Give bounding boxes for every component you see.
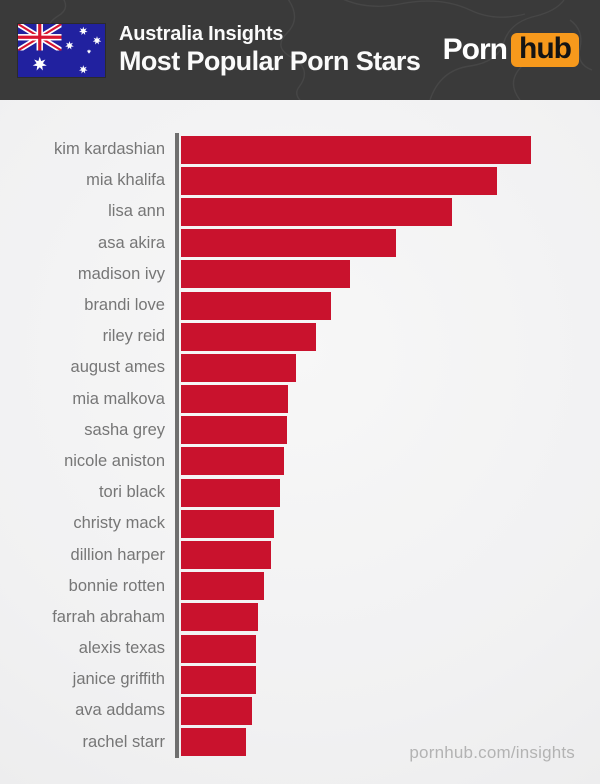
bar-label: ava addams: [75, 701, 165, 720]
chart-row: august ames: [0, 352, 600, 383]
bar-label: tori black: [98, 483, 165, 502]
bar-label: brandi love: [84, 296, 165, 315]
bar: [181, 509, 275, 538]
chart-row: bonnie rotten: [0, 571, 600, 602]
bar-label: lisa ann: [108, 202, 165, 221]
chart-row: rachel starr: [0, 727, 600, 758]
bar-area: [175, 353, 600, 382]
bar-area: [175, 447, 600, 476]
bar-area: [175, 291, 600, 320]
bar-area: [175, 197, 600, 226]
bar: [181, 353, 297, 382]
bar-label: kim kardashian: [54, 140, 165, 159]
chart-row: dillion harper: [0, 539, 600, 570]
bar-chart: kim kardashian mia khalifa lisa ann asa …: [0, 100, 600, 784]
bar-label: rachel starr: [82, 732, 165, 751]
bar-label: asa akira: [98, 233, 165, 252]
bar: [181, 260, 350, 289]
chart-rows: kim kardashian mia khalifa lisa ann asa …: [0, 134, 600, 758]
bar-area: [175, 509, 600, 538]
bar-label: bonnie rotten: [68, 576, 165, 595]
bar-area: [175, 696, 600, 725]
australia-flag-icon: [18, 23, 105, 77]
logo-text-porn: Porn: [442, 33, 508, 66]
bar-label: mia malkova: [72, 389, 165, 408]
bar: [181, 135, 531, 164]
bar-area: [175, 385, 600, 414]
bar-area: [175, 634, 600, 663]
bar-area: [175, 478, 600, 507]
chart-row: farrah abraham: [0, 602, 600, 633]
bar-area: [175, 322, 600, 351]
chart-row: kim kardashian: [0, 134, 600, 165]
bar: [181, 166, 498, 195]
bar: [181, 665, 256, 694]
bar: [181, 603, 258, 632]
bar-area: [175, 416, 600, 445]
chart-row: mia khalifa: [0, 165, 600, 196]
bar: [181, 322, 317, 351]
bar: [181, 291, 332, 320]
bar-label: mia khalifa: [86, 171, 165, 190]
bar: [181, 696, 252, 725]
chart-row: lisa ann: [0, 196, 600, 227]
bar: [181, 385, 289, 414]
bar-area: [175, 229, 600, 258]
header-titles: Australia Insights Most Popular Porn Sta…: [119, 22, 421, 77]
bar-area: [175, 166, 600, 195]
bar-area: [175, 665, 600, 694]
bar-area: [175, 572, 600, 601]
page-title: Most Popular Porn Stars: [119, 45, 421, 76]
bar-label: madison ivy: [77, 264, 165, 283]
chart-row: janice griffith: [0, 664, 600, 695]
bar: [181, 478, 280, 507]
bar-label: janice griffith: [72, 670, 165, 689]
watermark-url: pornhub.com/insights: [409, 743, 575, 762]
pornhub-logo: Porn hub: [443, 33, 579, 67]
bar: [181, 728, 247, 757]
bar-area: [175, 541, 600, 570]
logo-text-hub: hub: [511, 33, 579, 67]
bar-label: farrah abraham: [52, 607, 165, 626]
bar-area: [175, 260, 600, 289]
bar-label: riley reid: [102, 327, 165, 346]
chart-row: sasha grey: [0, 415, 600, 446]
bar-label: christy mack: [73, 514, 165, 533]
chart-row: ava addams: [0, 695, 600, 726]
bar-label: nicole aniston: [64, 451, 165, 470]
chart-row: brandi love: [0, 290, 600, 321]
bar-area: [175, 603, 600, 632]
bar-label: dillion harper: [70, 545, 165, 564]
chart-row: nicole aniston: [0, 446, 600, 477]
chart-row: christy mack: [0, 508, 600, 539]
chart-row: riley reid: [0, 321, 600, 352]
chart-row: tori black: [0, 477, 600, 508]
chart-row: alexis texas: [0, 633, 600, 664]
y-axis-line: [175, 133, 179, 758]
chart-row: mia malkova: [0, 384, 600, 415]
bar: [181, 541, 271, 570]
bar-label: alexis texas: [78, 639, 165, 658]
bar-area: [175, 728, 600, 757]
chart-row: asa akira: [0, 228, 600, 259]
insights-region-title: Australia Insights: [119, 22, 284, 45]
bar: [181, 229, 396, 258]
chart-row: madison ivy: [0, 259, 600, 290]
bar: [181, 447, 284, 476]
header: Australia Insights Most Popular Porn Sta…: [0, 0, 600, 100]
bar: [181, 197, 452, 226]
bar-label: sasha grey: [84, 420, 165, 439]
bar: [181, 416, 287, 445]
bar: [181, 572, 264, 601]
bar-label: august ames: [70, 358, 165, 377]
bar-area: [175, 135, 600, 164]
bar: [181, 634, 256, 663]
